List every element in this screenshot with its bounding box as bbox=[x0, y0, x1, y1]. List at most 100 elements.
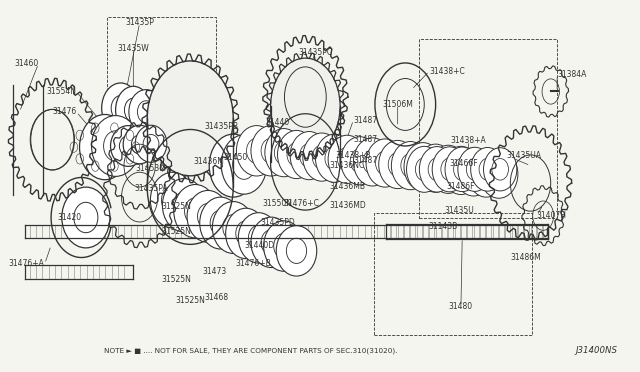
Text: 31525N: 31525N bbox=[161, 202, 191, 211]
Ellipse shape bbox=[79, 115, 130, 180]
Ellipse shape bbox=[379, 140, 417, 189]
Text: 31440D: 31440D bbox=[244, 241, 275, 250]
Text: 31486F: 31486F bbox=[447, 182, 475, 191]
Text: 31438+C: 31438+C bbox=[429, 67, 465, 76]
Text: 31436M: 31436M bbox=[194, 157, 225, 166]
Text: 31476+A: 31476+A bbox=[9, 259, 45, 268]
Text: 31487: 31487 bbox=[353, 135, 378, 144]
Text: 31435PC: 31435PC bbox=[298, 48, 333, 57]
Text: 31436MB: 31436MB bbox=[330, 182, 365, 190]
Bar bbox=[374, 213, 532, 335]
Text: J31400NS: J31400NS bbox=[575, 346, 617, 355]
Text: 31525N: 31525N bbox=[175, 296, 205, 305]
Text: 31476+C: 31476+C bbox=[283, 199, 319, 208]
Text: 31550N: 31550N bbox=[262, 199, 292, 208]
Text: 31435P: 31435P bbox=[125, 19, 154, 28]
Ellipse shape bbox=[290, 132, 328, 180]
Bar bbox=[107, 17, 216, 152]
Ellipse shape bbox=[404, 142, 442, 191]
Text: 31438+A: 31438+A bbox=[451, 136, 486, 145]
Ellipse shape bbox=[419, 147, 454, 192]
Text: 31525N: 31525N bbox=[161, 275, 191, 284]
Ellipse shape bbox=[264, 221, 304, 271]
Text: 31435W: 31435W bbox=[117, 44, 149, 53]
Text: 31554N: 31554N bbox=[46, 87, 76, 96]
Text: 31476: 31476 bbox=[52, 108, 76, 116]
Text: 31450: 31450 bbox=[223, 153, 248, 161]
Text: 31487: 31487 bbox=[353, 155, 378, 164]
Text: 31476+B: 31476+B bbox=[236, 259, 271, 267]
Text: 31436MD: 31436MD bbox=[330, 201, 366, 210]
Ellipse shape bbox=[467, 149, 505, 197]
Text: 31143B: 31143B bbox=[429, 222, 458, 231]
Ellipse shape bbox=[226, 208, 266, 259]
Text: 31407H: 31407H bbox=[537, 211, 567, 220]
Text: 31460: 31460 bbox=[14, 59, 38, 68]
Text: 31384A: 31384A bbox=[557, 70, 586, 79]
Ellipse shape bbox=[265, 129, 303, 177]
Ellipse shape bbox=[454, 148, 493, 196]
Text: 31438+B: 31438+B bbox=[336, 151, 371, 160]
Ellipse shape bbox=[392, 141, 429, 190]
Ellipse shape bbox=[62, 187, 110, 248]
Text: 31480: 31480 bbox=[449, 302, 473, 311]
Text: NOTE ► ■ .... NOT FOR SALE, THEY ARE COMPONENT PARTS OF SEC.310(31020).: NOTE ► ■ .... NOT FOR SALE, THEY ARE COM… bbox=[104, 348, 397, 354]
Ellipse shape bbox=[236, 126, 277, 176]
Ellipse shape bbox=[442, 146, 480, 195]
Ellipse shape bbox=[150, 172, 195, 228]
Ellipse shape bbox=[221, 135, 267, 194]
Ellipse shape bbox=[174, 185, 217, 238]
Ellipse shape bbox=[271, 58, 340, 154]
Ellipse shape bbox=[187, 190, 229, 242]
Text: 31435UA: 31435UA bbox=[506, 151, 541, 160]
Ellipse shape bbox=[92, 116, 140, 176]
Ellipse shape bbox=[276, 226, 317, 276]
Ellipse shape bbox=[480, 150, 518, 198]
Text: 31466F: 31466F bbox=[449, 159, 478, 168]
Ellipse shape bbox=[147, 61, 233, 176]
Ellipse shape bbox=[429, 145, 467, 193]
Ellipse shape bbox=[366, 139, 404, 187]
Ellipse shape bbox=[470, 147, 504, 191]
Ellipse shape bbox=[200, 197, 241, 249]
Text: 31436NC: 31436NC bbox=[330, 161, 365, 170]
Ellipse shape bbox=[163, 179, 205, 232]
Ellipse shape bbox=[316, 134, 353, 182]
Text: 31453M: 31453M bbox=[136, 164, 166, 173]
Ellipse shape bbox=[432, 147, 467, 192]
Text: 31420: 31420 bbox=[58, 213, 81, 222]
Text: 31435U: 31435U bbox=[444, 206, 474, 215]
Text: 31440: 31440 bbox=[266, 119, 290, 128]
Text: 31473: 31473 bbox=[202, 267, 227, 276]
Ellipse shape bbox=[209, 134, 257, 197]
Ellipse shape bbox=[353, 138, 392, 186]
Ellipse shape bbox=[238, 213, 279, 263]
Ellipse shape bbox=[111, 126, 146, 166]
Ellipse shape bbox=[417, 144, 454, 192]
Text: 31435PB: 31435PB bbox=[205, 122, 239, 131]
Ellipse shape bbox=[445, 147, 479, 192]
Text: 31487: 31487 bbox=[353, 116, 378, 125]
Text: 31468: 31468 bbox=[205, 293, 229, 302]
Ellipse shape bbox=[303, 133, 340, 181]
Ellipse shape bbox=[123, 125, 156, 164]
Ellipse shape bbox=[483, 148, 517, 191]
Ellipse shape bbox=[116, 86, 151, 134]
Text: 31435PD: 31435PD bbox=[260, 218, 295, 227]
Ellipse shape bbox=[328, 135, 366, 183]
Text: 31435PA: 31435PA bbox=[134, 185, 168, 193]
Ellipse shape bbox=[135, 125, 167, 162]
Text: 31486M: 31486M bbox=[510, 253, 541, 262]
Text: 31506M: 31506M bbox=[382, 100, 413, 109]
Ellipse shape bbox=[340, 137, 379, 185]
Ellipse shape bbox=[129, 90, 163, 134]
Ellipse shape bbox=[278, 131, 316, 179]
Ellipse shape bbox=[102, 83, 140, 134]
Ellipse shape bbox=[251, 217, 291, 267]
Ellipse shape bbox=[212, 202, 254, 253]
Ellipse shape bbox=[406, 146, 442, 192]
Bar bbox=[419, 39, 557, 218]
Ellipse shape bbox=[458, 147, 492, 191]
Ellipse shape bbox=[251, 126, 291, 176]
Text: 31525N: 31525N bbox=[161, 227, 191, 236]
